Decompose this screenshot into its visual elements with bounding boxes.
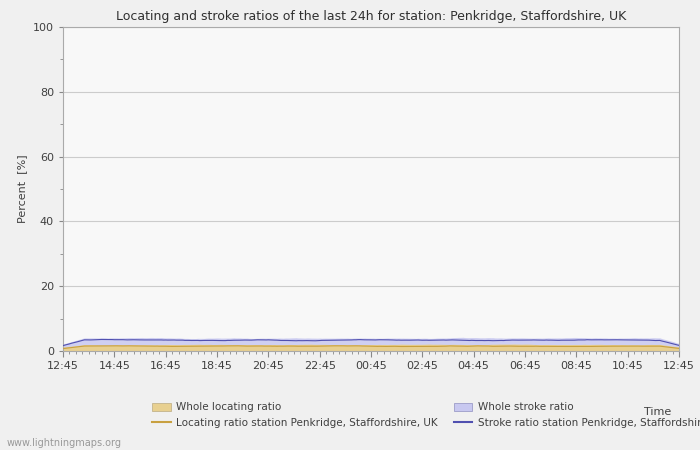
Text: Time: Time (644, 407, 671, 417)
Title: Locating and stroke ratios of the last 24h for station: Penkridge, Staffordshire: Locating and stroke ratios of the last 2… (116, 10, 626, 23)
Legend: Whole locating ratio, Locating ratio station Penkridge, Staffordshire, UK, Whole: Whole locating ratio, Locating ratio sta… (148, 398, 700, 432)
Y-axis label: Percent  [%]: Percent [%] (18, 155, 27, 223)
Text: www.lightningmaps.org: www.lightningmaps.org (7, 438, 122, 448)
